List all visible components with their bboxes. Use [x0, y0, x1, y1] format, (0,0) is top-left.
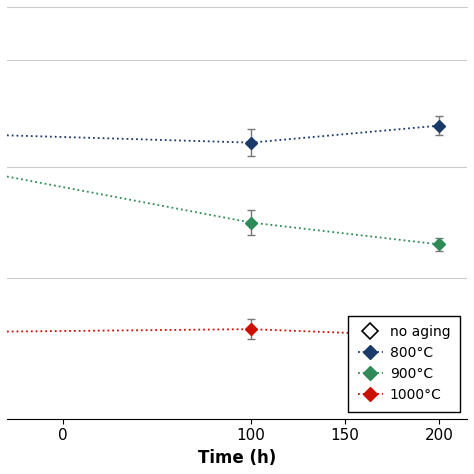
Legend: no aging, 800°C, 900°C, 1000°C: no aging, 800°C, 900°C, 1000°C [348, 316, 460, 412]
X-axis label: Time (h): Time (h) [198, 449, 276, 467]
